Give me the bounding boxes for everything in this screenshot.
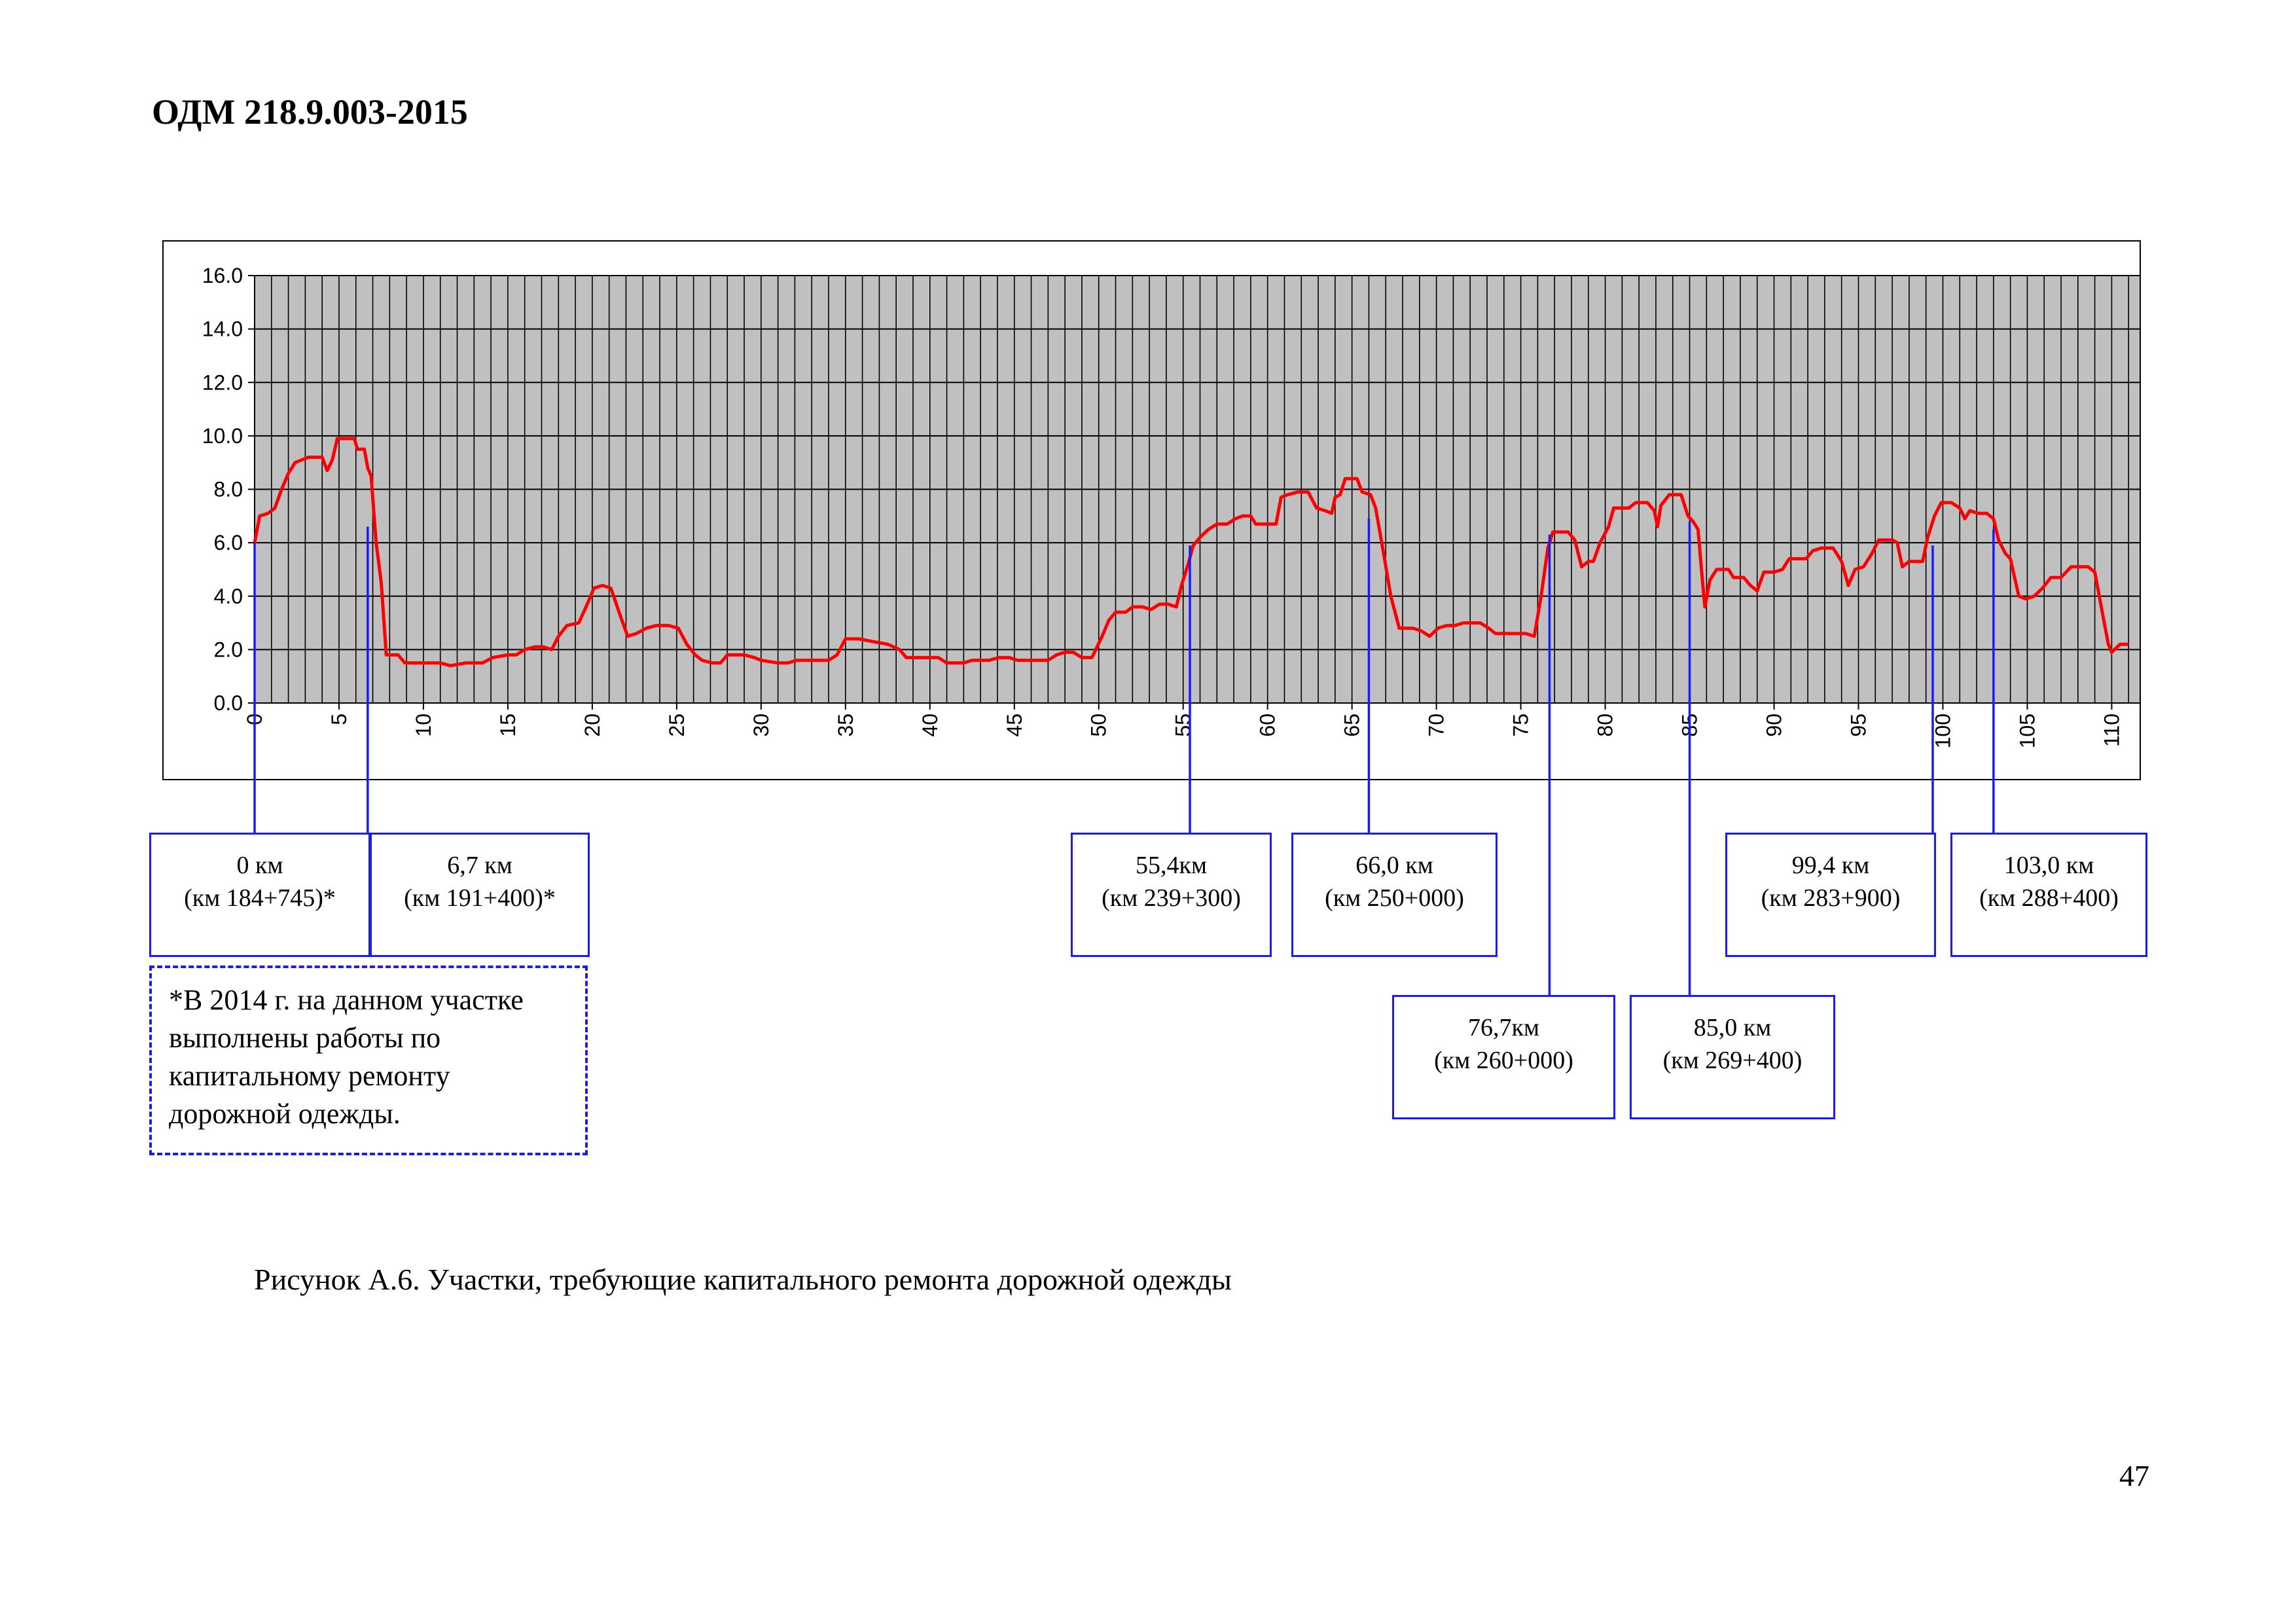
x-tick-label: 65: [1340, 713, 1364, 737]
x-tick-label: 45: [1003, 713, 1026, 737]
y-tick-label: 6.0: [214, 531, 243, 554]
callout-chainage: (км 191+400)*: [404, 884, 556, 912]
axes: 0.0 2.0 4.0 6.0 8.0 10.0 12.0 14.0 16.0 0 5 10 15 20 2…: [202, 264, 2124, 748]
data-series-line: [253, 437, 2129, 668]
callout-km-6-7: 6,7 км (км 191+400)*: [370, 833, 590, 957]
y-tick-label: 12.0: [202, 370, 243, 394]
callout-km-label: 6,7 км: [447, 852, 512, 879]
x-tick-label: 5: [327, 713, 351, 725]
callout-km-label: 55,4км: [1135, 852, 1207, 879]
y-tick-label: 14.0: [202, 317, 243, 341]
x-tick-label: 25: [665, 713, 689, 737]
series-layer: [253, 437, 2129, 668]
y-tick-label: 16.0: [202, 264, 243, 287]
x-tick-label: 90: [1763, 713, 1786, 737]
y-tick-label: 2.0: [214, 638, 243, 661]
x-tick-label: 0: [243, 713, 266, 725]
chart-frame: 0.0 2.0 4.0 6.0 8.0 10.0 12.0 14.0 16.0 0 5 10 15 20 2…: [162, 240, 2141, 780]
x-tick-label: 60: [1256, 713, 1280, 737]
x-tick-label: 15: [496, 713, 520, 737]
x-tick-label: 35: [834, 713, 857, 737]
callout-km-55-4: 55,4км (км 239+300): [1071, 833, 1272, 957]
x-tick-label: 75: [1509, 713, 1533, 737]
callout-km-99-4: 99,4 км (км 283+900): [1725, 833, 1936, 957]
x-tick-label: 40: [918, 713, 942, 737]
callout-km-label: 0 км: [236, 852, 283, 879]
callout-km-label: 66,0 км: [1355, 852, 1433, 879]
x-tick-label: 80: [1594, 713, 1617, 737]
callout-chainage: (км 239+300): [1102, 884, 1241, 912]
callout-chainage: (км 250+000): [1325, 884, 1464, 912]
callout-chainage: (км 260+000): [1434, 1047, 1573, 1074]
x-tick-label: 20: [581, 713, 604, 737]
x-tick-label: 110: [2100, 713, 2123, 747]
callout-km-76-7: 76,7км (км 260+000): [1392, 995, 1615, 1119]
figure-caption: Рисунок А.6. Участки, требующие капиталь…: [254, 1263, 1232, 1296]
footnote-box: *В 2014 г. на данном участке выполнены р…: [149, 965, 588, 1155]
y-tick-label: 4.0: [214, 585, 243, 608]
x-tick-label: 85: [1678, 713, 1702, 737]
callout-km-label: 103,0 км: [2003, 852, 2094, 879]
callout-chainage: (км 283+900): [1761, 884, 1901, 912]
callout-km-66-0: 66,0 км (км 250+000): [1291, 833, 1498, 957]
grid-lines: [255, 275, 2140, 704]
callout-km-label: 85,0 км: [1693, 1014, 1772, 1041]
callout-km-label: 76,7км: [1467, 1014, 1539, 1041]
callout-km-label: 99,4 км: [1791, 852, 1870, 879]
callout-chainage: (км 184+745)*: [184, 884, 336, 912]
x-tick-label: 70: [1425, 713, 1448, 737]
x-tick-label: 10: [412, 713, 435, 737]
x-tick-label: 105: [2015, 713, 2039, 748]
y-tick-label: 0.0: [214, 691, 243, 715]
y-tick-label: 8.0: [214, 478, 243, 501]
line-chart: 0.0 2.0 4.0 6.0 8.0 10.0 12.0 14.0 16.0 0 5 10 15 20 2…: [202, 264, 2140, 748]
x-tick-label: 50: [1087, 713, 1111, 737]
callout-km-0: 0 км (км 184+745)*: [149, 833, 370, 957]
x-tick-label: 100: [1931, 713, 1954, 748]
x-tick-label: 30: [749, 713, 773, 737]
x-tick-label: 55: [1172, 713, 1195, 737]
callout-chainage: (км 269+400): [1662, 1047, 1803, 1074]
y-tick-label: 10.0: [202, 424, 243, 448]
callout-km-103-0: 103,0 км (км 288+400): [1950, 833, 2147, 957]
callout-km-85-0: 85,0 км (км 269+400): [1630, 995, 1835, 1119]
callout-chainage: (км 288+400): [1979, 884, 2119, 912]
page-number: 47: [2119, 1459, 2149, 1492]
x-tick-label: 95: [1846, 713, 1870, 737]
document-code: ОДМ 218.9.003-2015: [152, 92, 468, 132]
